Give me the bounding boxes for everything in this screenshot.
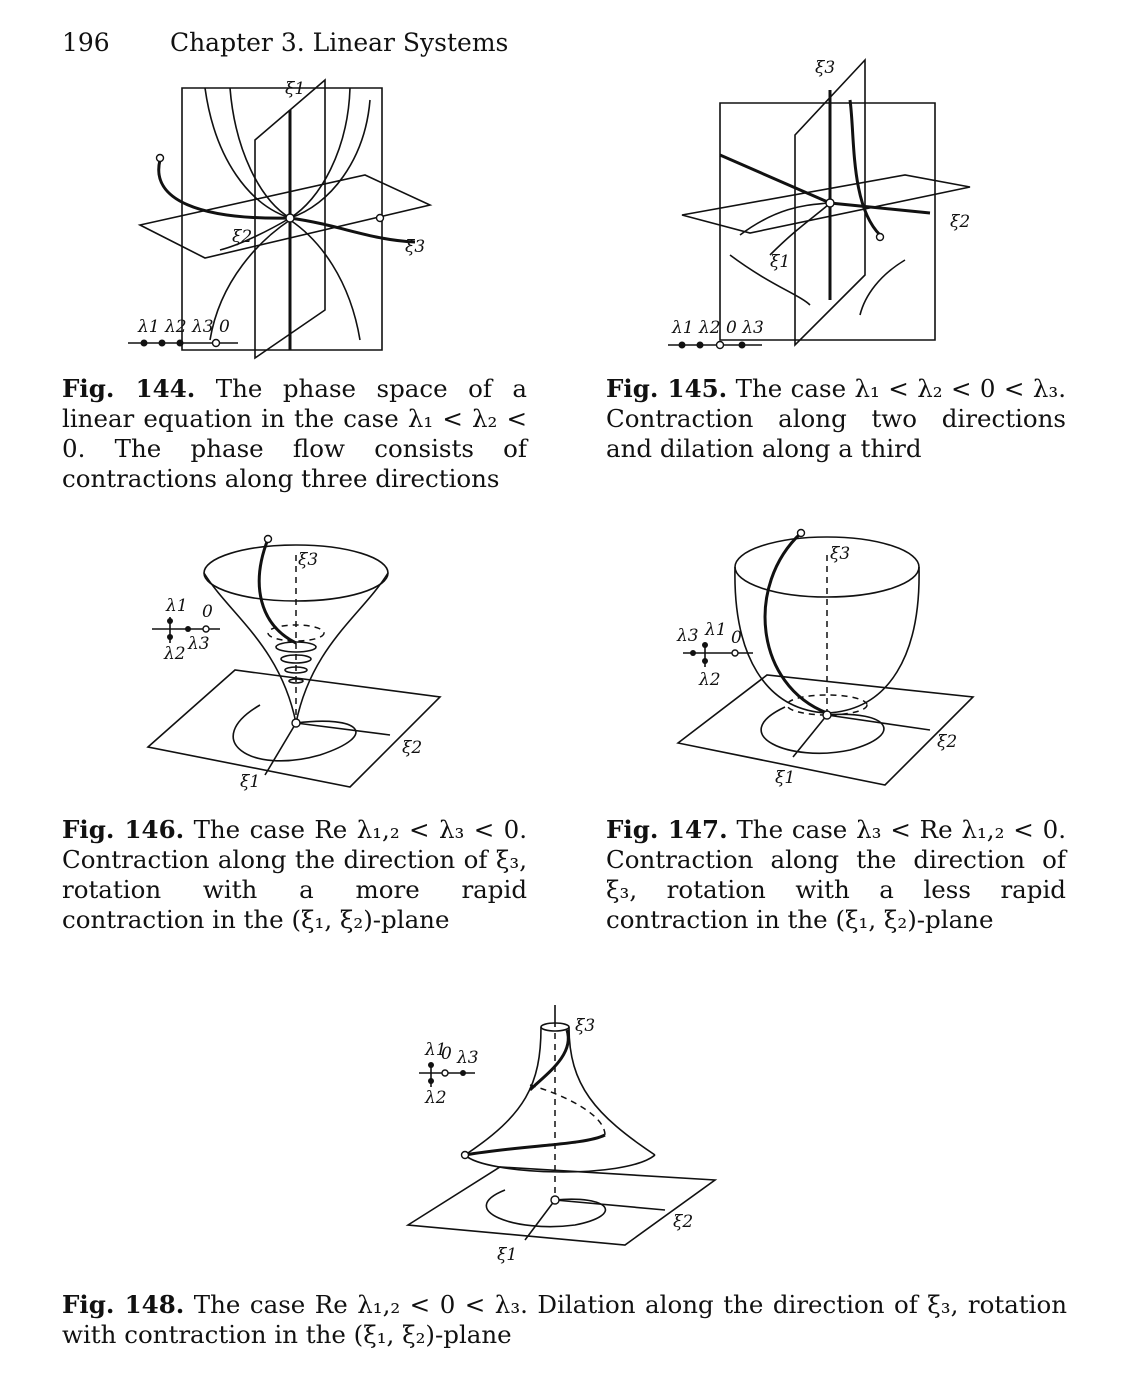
xi1-label: ξ1	[497, 1245, 517, 1265]
figure-145-drawing: ξ3 ξ1 ξ2 λ1 λ2 0 λ3	[668, 57, 970, 350]
caption-text: The phase space of a linear equation in …	[62, 374, 527, 493]
xi1-label: ξ1	[775, 768, 795, 788]
horizontal-plane	[146, 669, 442, 788]
lambda2-label: λ2	[163, 644, 186, 664]
spectrum-diagram: λ1 0 λ2 λ3	[152, 596, 220, 664]
figure-146: ξ3 ξ1 ξ2 λ1 0 λ2 λ3	[140, 525, 450, 795]
figure-146-drawing: ξ3 ξ1 ξ2 λ1 0 λ2 λ3	[146, 534, 442, 792]
xi1-label: ξ1	[240, 772, 260, 792]
zero-label: 0	[441, 1044, 452, 1064]
xi3-label: ξ3	[815, 58, 835, 78]
figure-label: Fig. 148.	[62, 1290, 185, 1319]
lambda1-label: λ1	[165, 596, 188, 616]
figure-148: ξ3 ξ1 ξ2 λ1 0 λ2 λ3	[405, 995, 725, 1270]
chapter-title: Chapter 3. Linear Systems	[169, 28, 509, 57]
lambda3-label: λ3	[456, 1048, 479, 1068]
figure-147-drawing: ξ3 ξ1 ξ2 λ1 0 λ2 λ3	[676, 528, 975, 788]
vertical-plane-back	[719, 102, 936, 341]
figure-145: ξ3 ξ1 ξ2 λ1 λ2 0 λ3	[660, 55, 990, 355]
caption-text: The case Re λ₁,₂ < 0 < λ₃. Dilation alon…	[62, 1290, 1068, 1349]
spectrum-label: λ1 λ2 λ3 0	[137, 317, 230, 337]
xi3-label: ξ3	[575, 1016, 595, 1036]
xi3-label: ξ3	[830, 544, 850, 564]
caption-146: Fig. 146. The case Re λ₁,₂ < λ₃ < 0. Con…	[62, 815, 527, 935]
page-number: 196	[62, 28, 110, 57]
figure-label: Fig. 145.	[606, 374, 728, 403]
figure-144-drawing: ξ1 ξ2 ξ3 λ1 λ2 λ3 0	[128, 78, 433, 360]
zero-label: 0	[202, 602, 213, 622]
lambda2-label: λ2	[424, 1088, 447, 1108]
lambda3-label: λ3	[676, 626, 699, 646]
horizontal-plane	[405, 1166, 718, 1246]
xi2-label: ξ2	[937, 732, 957, 752]
figure-144: ξ1 ξ2 ξ3 λ1 λ2 λ3 0	[120, 70, 450, 360]
lambda1-label: λ1	[424, 1040, 447, 1060]
spectrum-diagram: λ1 0 λ2 λ3	[419, 1040, 479, 1108]
zero-label: 0	[731, 628, 742, 648]
xi2-label: ξ2	[232, 227, 252, 247]
xi2-label: ξ2	[402, 738, 422, 758]
page-header: 196 Chapter 3. Linear Systems	[62, 28, 508, 57]
caption-text: The case λ₁ < λ₂ < 0 < λ₃. Contraction a…	[606, 374, 1066, 463]
xi1-label: ξ1	[770, 252, 790, 272]
vertical-plane-front	[794, 57, 866, 347]
spectrum-diagram: λ1 0 λ2 λ3	[676, 620, 753, 690]
caption-144: Fig. 144. The phase space of a linear eq…	[62, 374, 527, 494]
caption-145: Fig. 145. The case λ₁ < λ₂ < 0 < λ₃. Con…	[606, 374, 1066, 464]
figure-147: ξ3 ξ1 ξ2 λ1 0 λ2 λ3	[675, 525, 985, 795]
horizontal-plane	[676, 674, 975, 786]
figure-148-drawing: ξ3 ξ1 ξ2 λ1 0 λ2 λ3	[405, 1005, 718, 1265]
lambda3-label: λ3	[187, 634, 210, 654]
caption-147: Fig. 147. The case λ₃ < Re λ₁,₂ < 0. Con…	[606, 815, 1066, 935]
vertical-plane-front	[254, 78, 326, 360]
caption-text: The case λ₃ < Re λ₁,₂ < 0. Contraction a…	[606, 815, 1066, 934]
figure-label: Fig. 144.	[62, 374, 196, 403]
xi2-label: ξ2	[673, 1212, 693, 1232]
lambda2-label: λ2	[698, 670, 721, 690]
figure-label: Fig. 147.	[606, 815, 728, 844]
lambda1-label: λ1	[704, 620, 727, 640]
spectrum-label: λ1 λ2 0 λ3	[671, 318, 764, 338]
caption-148: Fig. 148. The case Re λ₁,₂ < 0 < λ₃. Dil…	[62, 1290, 1067, 1350]
xi3-label: ξ3	[298, 550, 318, 570]
caption-text: The case Re λ₁,₂ < λ₃ < 0. Contraction a…	[62, 815, 527, 934]
xi1-label: ξ1	[285, 79, 305, 99]
figure-label: Fig. 146.	[62, 815, 185, 844]
xi3-label: ξ3	[405, 237, 425, 257]
xi2-label: ξ2	[950, 212, 970, 232]
